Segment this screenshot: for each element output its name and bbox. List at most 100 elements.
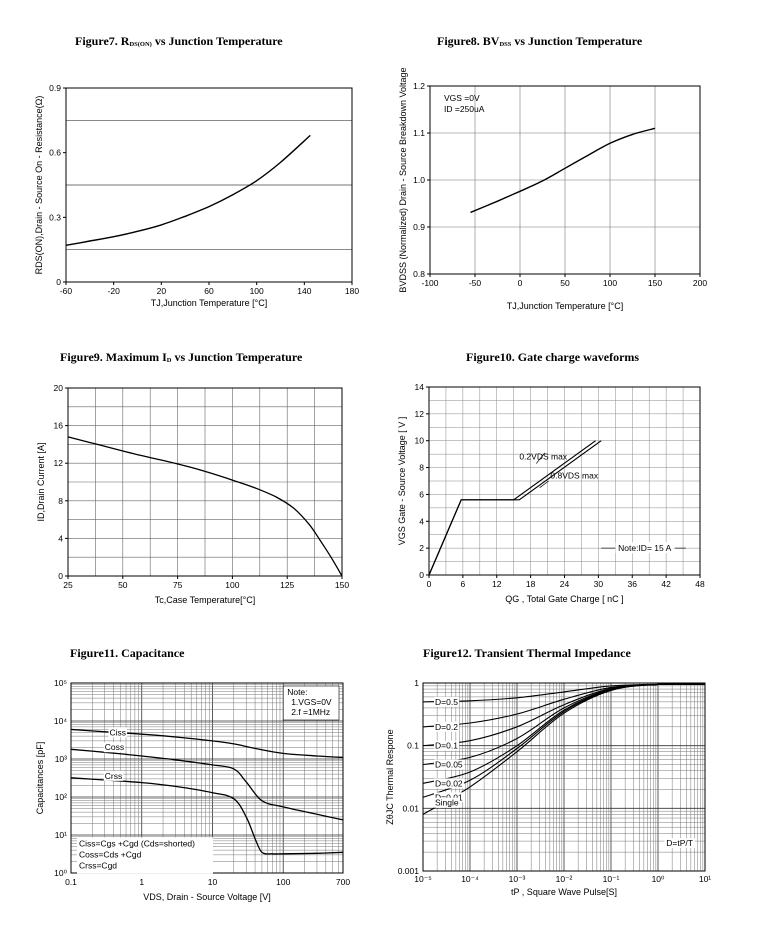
fig8-ytick-label: 0.9 (413, 222, 425, 232)
fig10-xlabel: QG , Total Gate Charge [ nC ] (505, 594, 623, 604)
fig11-xtick-label: 700 (336, 877, 350, 887)
fig12-xtick-label: 10⁻² (556, 874, 573, 884)
fig12-title: Figure12. Transient Thermal Impedance (423, 646, 631, 660)
fig11-xtick-label: 100 (276, 877, 290, 887)
fig10-xtick-label: 18 (526, 579, 536, 589)
fig12-label-d002: D=0.02 (435, 778, 463, 788)
fig11-ytick-label: 10⁴ (54, 716, 67, 726)
fig12-label-single: Single (435, 798, 459, 808)
fig8-ytick-label: 1.1 (413, 128, 425, 138)
fig10-xtick-label: 36 (628, 579, 638, 589)
fig11-ytick-label: 10³ (55, 754, 67, 764)
fig10-xtick-label: 0 (427, 579, 432, 589)
fig10-ytick-label: 6 (419, 489, 424, 499)
fig11-formula-coss: Coss=Cds +Cgd (79, 849, 142, 859)
fig11-label-coss-bg (103, 742, 126, 753)
fig9-xlabel: Tc,Case Temperature[°C] (155, 595, 255, 605)
fig9-ytick-label: 8 (58, 496, 63, 506)
fig11-formula-bg (77, 837, 213, 874)
fig12-xtick-label: 10⁻⁵ (414, 874, 431, 884)
fig12-label-bg (434, 778, 464, 789)
fig12-xtick-label: 10⁻¹ (603, 874, 620, 884)
fig10-ytick-label: 2 (419, 543, 424, 553)
fig9-frame (67, 387, 343, 577)
fig8-ytick-label: 1.0 (413, 175, 425, 185)
fig8-series-line (470, 127, 656, 214)
fig9-ytick-label: 20 (54, 383, 64, 393)
fig12-label-bg (434, 696, 460, 707)
fig12-chart: 10⁻⁵ 10⁻⁴ 10⁻³ 10⁻² 10⁻¹ 10⁰ 10¹ 0.001 0.01 0.1 1 t… (385, 678, 711, 897)
fig7-xtick-label: 140 (297, 286, 311, 296)
fig11-ytick-label: 10⁰ (54, 868, 67, 878)
fig12-ytick-label: 0.001 (398, 866, 420, 876)
fig11-chart: 0.1 1 10 100 700 10⁰ 10¹ 10² 10³ 10⁴ 10⁵ VDS, Drain… (35, 678, 350, 902)
fig12-label-d005: D=0.05 (435, 760, 463, 770)
fig10-xtick-label: 6 (461, 579, 466, 589)
fig11-series-crss (70, 777, 344, 855)
fig8-xtick-label: -100 (421, 278, 438, 288)
fig7-ytick-label: 0.3 (49, 212, 61, 222)
fig7-xtick-label: -60 (60, 286, 73, 296)
fig8-xtick-label: 50 (560, 278, 570, 288)
fig12-label-d01: D=0.1 (435, 741, 458, 751)
fig8-xtick-label: -50 (469, 278, 482, 288)
fig12-ytick-label: 0.01 (402, 803, 419, 813)
fig11-xtick-label: 1 (139, 877, 144, 887)
fig9-ytick-label: 12 (54, 458, 64, 468)
fig7-ytick-label: 0.6 (49, 148, 61, 158)
fig12-annotation-duty: D=tP/T (666, 838, 693, 848)
fig10-annotation-08vds: 0.8VDS max (550, 470, 598, 480)
fig9-xtick-label: 25 (63, 580, 73, 590)
fig12-ytick-label: 0.1 (407, 741, 419, 751)
fig8-xtick-label: 150 (648, 278, 662, 288)
fig10-xtick-label: 48 (695, 579, 705, 589)
fig10-series-line (428, 440, 602, 576)
fig11-title: Figure11. Capacitance (70, 646, 185, 660)
fig10-ytick-label: 10 (415, 436, 425, 446)
fig9-ylabel: ID,Drain Current [A] (36, 442, 46, 521)
fig8-chart: -100 -50 0 50 100 150 200 0.8 0.9 1.0 1.1 1.2 TJ,Jun… (398, 67, 707, 311)
fig9-xtick-label: 50 (118, 580, 128, 590)
fig8-ytick-label: 0.8 (413, 269, 425, 279)
fig12-series-line (422, 683, 706, 815)
fig10-ytick-label: 14 (415, 382, 425, 392)
fig12-label-bg (434, 797, 460, 808)
fig7-xtick-label: -20 (108, 286, 121, 296)
fig9-chart: 25 50 75 100 125 150 0 4 8 12 16 20 Tc,Case Temperat… (36, 383, 349, 605)
fig10-ytick-label: 12 (415, 409, 425, 419)
fig7-title: Figure7. RDS(ON) vs Junction Temperature (75, 34, 283, 48)
fig8-annotation-id: ID =250uA (444, 104, 485, 114)
fig10-annotation-leader (535, 452, 546, 464)
fig12-ytick-label: 1 (414, 678, 419, 688)
fig11-label-coss: Coss (105, 742, 124, 752)
fig12-xtick-label: 10⁻⁴ (461, 874, 479, 884)
fig11-formula-crss: Crss=Cgd (79, 860, 117, 870)
fig12-frame (422, 682, 706, 872)
fig9-ytick-label: 4 (58, 533, 63, 543)
fig9-ytick-label: 16 (54, 421, 64, 431)
fig7-ytick-label: 0.9 (49, 83, 61, 93)
fig11-label-ciss: Ciss (109, 727, 126, 737)
fig7-ytick-label: 0 (56, 277, 61, 287)
fig12-ylabel: ZθJC Thermal Respone (385, 729, 395, 824)
fig10-xtick-label: 30 (594, 579, 604, 589)
fig11-label-crss: Crss (105, 771, 122, 781)
fig9-xtick-label: 150 (335, 580, 349, 590)
fig10-title: Figure10. Gate charge waveforms (466, 350, 640, 364)
fig11-note-line2: 2.f =1MHz (291, 707, 330, 717)
fig11-formula-ciss: Ciss=Cgs +Cgd (Cds=shorted) (79, 838, 195, 848)
fig12-label-bg (434, 721, 460, 732)
fig8-annotation-vgs: VGS =0V (444, 93, 480, 103)
fig8-xtick-label: 100 (603, 278, 617, 288)
fig8-ytick-label: 1.2 (413, 81, 425, 91)
fig7-ylabel: RDS(ON),Drain - Source On - Resistance(Ω… (34, 96, 44, 275)
fig7-chart: -60 -20 20 60 100 140 180 0 0.3 0.6 0.9 TJ,Junction… (34, 83, 359, 308)
fig12-label-d001: D=0.01 (435, 792, 463, 802)
fig11-xlabel: VDS, Drain - Source Voltage [V] (143, 892, 271, 902)
fig11-note-title: Note: (287, 687, 307, 697)
fig11-note-line1: 1.VGS=0V (291, 697, 332, 707)
fig10-note-bg (615, 542, 674, 554)
fig7-xtick-label: 180 (345, 286, 359, 296)
fig10-ytick-label: 4 (419, 516, 424, 526)
